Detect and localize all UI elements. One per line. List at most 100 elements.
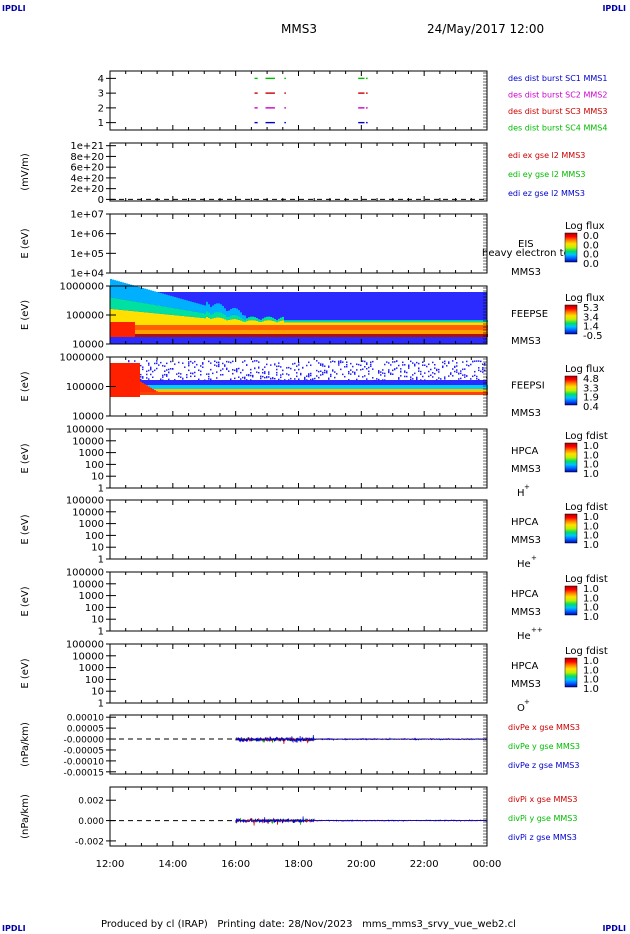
feepse-band (480, 330, 482, 334)
feepsi-ylabel: E (eV) (20, 371, 31, 401)
feepse-band (370, 330, 372, 334)
divpi-ylabel: (nPa/km) (20, 794, 31, 839)
burst-legend-item: des dist burst SC1 MMS1 (508, 74, 607, 83)
feepsi-band (484, 392, 486, 395)
hpca_he2-colorbar-label: 1.0 (583, 612, 599, 623)
feepsi-band (148, 392, 150, 395)
feepse-band (432, 334, 434, 337)
feepse-band (436, 334, 438, 337)
feepsi-band (452, 392, 454, 395)
feepse-band (402, 334, 404, 337)
feepsi-speckle (376, 378, 378, 380)
feepse-band (164, 325, 166, 330)
feepse-band (480, 334, 482, 337)
feepse-band (268, 325, 270, 330)
feepse-hot (412, 322, 414, 325)
divpi-legend-item: divPi y gse MMS3 (508, 814, 577, 823)
feepse-hot (450, 322, 452, 325)
feepse-hot (296, 322, 298, 325)
feepsi-speckle (162, 364, 164, 367)
feepse-mid (138, 302, 140, 312)
feepse-hot (448, 322, 450, 325)
feepsi-speckle (294, 369, 296, 371)
feepse-band (440, 334, 442, 337)
feepsi-band (374, 389, 376, 392)
feepsi-hot (140, 381, 142, 392)
feepsi-speckle (342, 361, 344, 363)
feepsi-band (348, 389, 350, 392)
feepsi-band (404, 389, 406, 392)
feepse-band (428, 334, 430, 337)
feepse-mid (178, 308, 180, 316)
feepsi-band (308, 392, 310, 395)
hpca_he2-ylabel: E (eV) (20, 586, 31, 616)
feepsi-speckle (208, 375, 210, 378)
feepse-band (298, 330, 300, 334)
feepsi-speckle (202, 362, 204, 364)
hpca_he-ytick-label: 1 (98, 555, 104, 566)
feepse-hot (122, 310, 124, 325)
feepse-band (476, 334, 478, 337)
feepsi-speckle (244, 360, 246, 362)
feepse-mid (232, 314, 234, 320)
feepse-band (476, 325, 478, 330)
feepse-band (212, 325, 214, 330)
feepsi-speckle (366, 362, 368, 364)
feepsi-band (290, 385, 292, 389)
feepse-hot (378, 322, 380, 325)
feepse-hot (460, 322, 462, 325)
feepse-hot (318, 322, 320, 325)
feepsi-band (282, 389, 284, 392)
hpca_he-spacecraft: MMS3 (511, 535, 541, 546)
feepse-band (168, 334, 170, 337)
feepsi-band (246, 392, 248, 395)
feepsi-band (270, 389, 272, 392)
feepsi-band (264, 389, 266, 392)
feepse-hot (458, 322, 460, 325)
feepse-band (308, 325, 310, 330)
feepse-cool (194, 302, 196, 312)
feepsi-speckle (222, 362, 224, 365)
feepsi-band (288, 385, 290, 389)
feepsi-speckle (276, 368, 278, 371)
feepsi-speckle (306, 364, 308, 367)
hpca_he-colorbar-label: 1.0 (583, 521, 599, 532)
feepse-band (390, 334, 392, 337)
feepsi-speckle (276, 371, 278, 374)
feepse-band (172, 330, 174, 334)
feepsi-band (230, 385, 232, 389)
feepse-band (474, 325, 476, 330)
feepsi-speckle (216, 377, 218, 379)
feepse-hot (482, 322, 484, 325)
feepsi-speckle (264, 376, 266, 379)
hpca_o-ytick-label: 1000 (79, 663, 104, 674)
feepsi-speckle (442, 365, 444, 368)
hpca_he-species-sup: + (531, 554, 537, 562)
feepse-mid (346, 320, 348, 323)
feepsi-band (468, 385, 470, 389)
burst-ytick-label: 4 (98, 74, 104, 85)
edi-ytick-label: 8e+20 (70, 152, 104, 163)
feepse-band (314, 334, 316, 337)
feepsi-speckle (386, 361, 388, 363)
feepse-band (184, 334, 186, 337)
feepsi-band (408, 392, 410, 395)
feepsi-band (170, 385, 172, 389)
feepsi-band (254, 385, 256, 389)
feepsi-band (458, 392, 460, 395)
feepsi-band (294, 389, 296, 392)
feepse-band (286, 330, 288, 334)
feepsi-band (272, 385, 274, 389)
feepse-band (400, 330, 402, 334)
feepse-hot (426, 322, 428, 325)
feepse-band (232, 334, 234, 337)
feepse-mid (368, 320, 370, 323)
feepse-band (194, 334, 196, 337)
feepsi-band (156, 392, 158, 395)
feepse-band (256, 325, 258, 330)
feepsi-band (482, 392, 484, 395)
feepse-hot (272, 320, 274, 325)
feepse-band (194, 325, 196, 330)
feepsi-band (300, 389, 302, 392)
feepsi-speckle (342, 373, 344, 376)
